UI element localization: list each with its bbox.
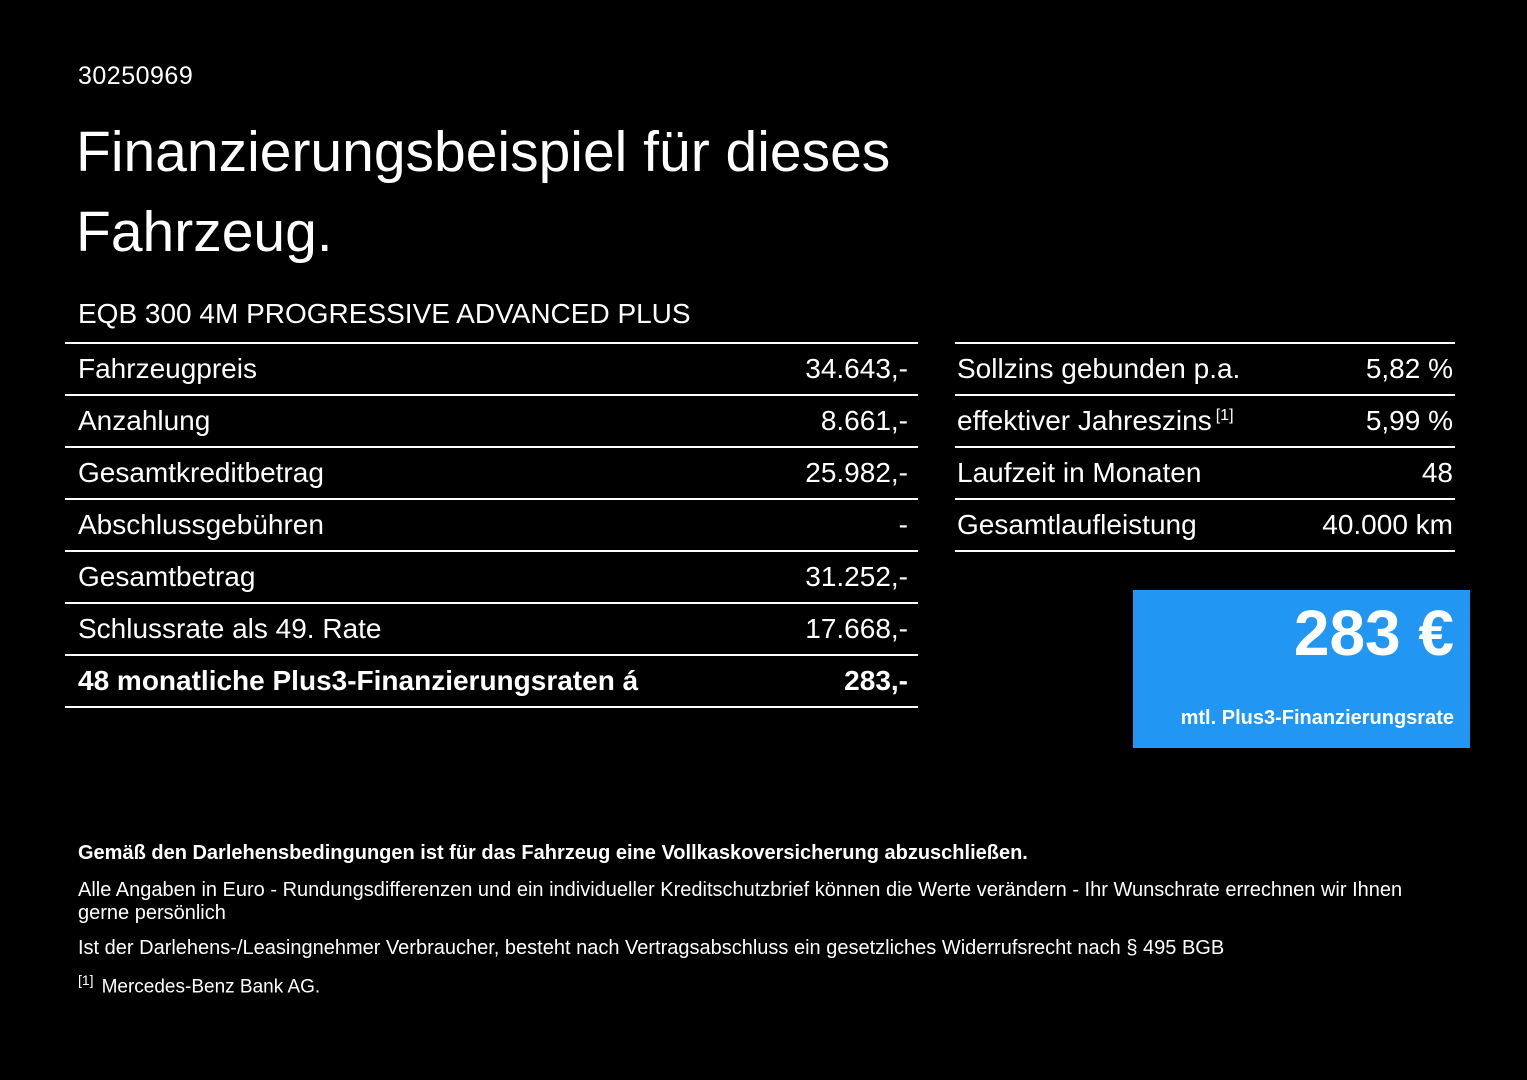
page-title-line-1: Finanzierungsbeispiel für dieses: [76, 120, 891, 184]
row-value: 40.000 km: [1322, 509, 1453, 540]
row-label-text: effektiver Jahreszins: [957, 405, 1212, 436]
table-row-laufzeit: Laufzeit in Monaten 48: [955, 446, 1455, 498]
row-label: Laufzeit in Monaten: [957, 457, 1202, 488]
table-row-gesamtlaufleistung: Gesamtlaufleistung 40.000 km: [955, 498, 1455, 550]
row-value: 25.982,-: [805, 457, 908, 488]
vehicle-model-name: EQB 300 4M PROGRESSIVE ADVANCED PLUS: [78, 298, 691, 329]
row-label: 48 monatliche Plus3-Finanzierungsraten á: [78, 665, 639, 696]
row-label: Gesamtlaufleistung: [957, 509, 1197, 540]
table-row-monatliche-raten: 48 monatliche Plus3-Finanzierungsraten á…: [65, 654, 918, 706]
footnote-marker: [1]: [78, 972, 94, 988]
row-label: Gesamtbetrag: [78, 561, 256, 592]
monthly-rate-box: 283 € mtl. Plus3-Finanzierungsrate: [1133, 590, 1470, 748]
footnote-reference: [1]: [1215, 406, 1234, 424]
table-row-abschlussgebuehren: Abschlussgebühren -: [65, 498, 918, 550]
row-label: Abschlussgebühren: [78, 509, 324, 540]
row-value: 31.252,-: [805, 561, 908, 592]
row-label: Anzahlung: [78, 405, 211, 436]
table-row-gesamtkreditbetrag: Gesamtkreditbetrag 25.982,-: [65, 446, 918, 498]
row-value: 48: [1421, 457, 1453, 488]
footer-footnote: [1] Mercedes-Benz Bank AG.: [78, 972, 1458, 998]
page-title-line-2: Fahrzeug.: [76, 200, 333, 264]
financing-table-left: Fahrzeugpreis 34.643,- Anzahlung 8.661,-…: [65, 342, 918, 708]
row-value: 34.643,-: [805, 353, 908, 384]
row-value: 17.668,-: [805, 613, 908, 644]
footer: Gemäß den Darlehensbedingungen ist für d…: [78, 842, 1458, 998]
footnote-text: Mercedes-Benz Bank AG.: [101, 976, 321, 998]
row-value: 5,99 %: [1365, 405, 1453, 436]
table-row-effektiver-jahreszins: effektiver Jahreszins [1] 5,99 %: [955, 394, 1455, 446]
row-label: Gesamtkreditbetrag: [78, 457, 324, 488]
row-label: Schlussrate als 49. Rate: [78, 613, 382, 644]
footer-disclaimer-1: Alle Angaben in Euro - Rundungsdifferenz…: [78, 879, 1403, 924]
document-id: 30250969: [78, 62, 194, 90]
row-value: 283,-: [844, 665, 908, 696]
row-label: Sollzins gebunden p.a.: [957, 353, 1241, 384]
table-row-schlussrate: Schlussrate als 49. Rate 17.668,-: [65, 602, 918, 654]
table-row-fahrzeugpreis: Fahrzeugpreis 34.643,-: [65, 342, 918, 394]
row-label: effektiver Jahreszins [1]: [957, 405, 1234, 437]
footer-insurance-note: Gemäß den Darlehensbedingungen ist für d…: [78, 842, 1028, 864]
table-row-gesamtbetrag: Gesamtbetrag 31.252,-: [65, 550, 918, 602]
row-value: -: [898, 509, 908, 540]
table-row-anzahlung: Anzahlung 8.661,-: [65, 394, 918, 446]
footer-disclaimer-2: Ist der Darlehens-/Leasingnehmer Verbrau…: [78, 937, 1225, 959]
row-label: Fahrzeugpreis: [78, 353, 257, 384]
table-row-sollzins: Sollzins gebunden p.a. 5,82 %: [955, 342, 1455, 394]
financing-table-right: Sollzins gebunden p.a. 5,82 % effektiver…: [955, 342, 1455, 552]
rate-amount: 283 €: [1293, 597, 1454, 669]
rate-caption: mtl. Plus3-Finanzierungsrate: [1180, 707, 1454, 729]
row-value: 8.661,-: [820, 405, 908, 436]
row-value: 5,82 %: [1365, 353, 1453, 384]
page-title: Finanzierungsbeispiel für dieses Fahrzeug…: [76, 112, 890, 272]
